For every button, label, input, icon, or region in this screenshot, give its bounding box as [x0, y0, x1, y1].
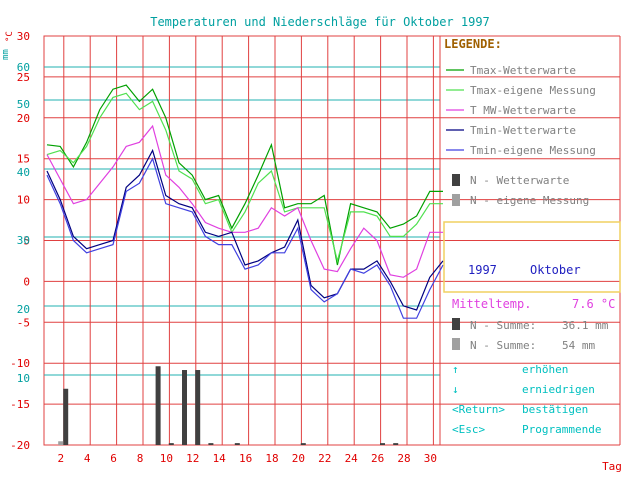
- mean-temp-label: Mitteltemp.: [452, 297, 531, 311]
- year-value: 1997: [468, 263, 497, 277]
- temp-tick-label: 10: [17, 194, 30, 207]
- x-tick-label: 30: [424, 452, 437, 465]
- legend-label: N - eigene Messung: [470, 194, 589, 207]
- temp-tick-label: 0: [23, 275, 30, 288]
- x-tick-label: 2: [57, 452, 64, 465]
- x-tick-label: 8: [137, 452, 144, 465]
- x-tick-label: 22: [318, 452, 331, 465]
- legend-label: T MW-Wetterwarte: [470, 104, 576, 117]
- temp-tick-label: 15: [17, 153, 30, 166]
- help-action: erhöhen: [522, 363, 568, 376]
- help-action: bestätigen: [522, 403, 588, 416]
- x-tick-label: 20: [292, 452, 305, 465]
- temp-unit: °C: [5, 31, 15, 42]
- legend-label: Tmin-Wetterwarte: [470, 124, 576, 137]
- temp-tick-label: -5: [17, 316, 30, 329]
- sum-label-2: N - Summe:: [470, 339, 536, 352]
- month-value: Oktober: [530, 263, 581, 277]
- series-line-tmin-wetterwarte: [46, 148, 444, 311]
- legend-label: Tmin-eigene Messung: [470, 144, 596, 157]
- help-key: ↓: [452, 383, 459, 396]
- x-tick-label: 4: [84, 452, 91, 465]
- sum-value-2: 54 mm: [562, 339, 595, 352]
- bar-n-wetterwarte: [234, 443, 240, 445]
- bar-n-wetterwarte: [300, 443, 306, 445]
- legend-title: LEGENDE:: [444, 37, 502, 51]
- precip-tick-label: 10: [17, 372, 30, 385]
- series-line-tmax-wetterwarte: [46, 84, 443, 266]
- precip-tick-label: 50: [17, 98, 30, 111]
- x-tick-label: 16: [239, 452, 252, 465]
- temp-tick-label: 5: [23, 235, 30, 248]
- bar-n-wetterwarte: [393, 443, 399, 445]
- bar-n-wetterwarte: [182, 370, 187, 445]
- bar-n-wetterwarte: [63, 388, 69, 445]
- help-action: Programmende: [522, 423, 601, 436]
- temp-tick-label: -10: [10, 357, 30, 370]
- x-tick-label: 18: [265, 452, 278, 465]
- series-line-t-mw-wetterwarte: [46, 124, 443, 278]
- mean-temp-value: 7.6 °C: [572, 297, 615, 311]
- bar-n-wetterwarte: [208, 443, 214, 445]
- x-tick-label: 12: [186, 452, 199, 465]
- temp-tick-label: 30: [17, 30, 30, 43]
- series-line-tmax-eigene-messung: [46, 92, 443, 264]
- bar-n-wetterwarte: [155, 366, 161, 445]
- bar-n-wetterwarte: [380, 443, 385, 445]
- x-tick-label: 28: [397, 452, 410, 465]
- precip-unit: mm: [1, 49, 11, 60]
- legend-label: Tmax-eigene Messung: [470, 84, 596, 97]
- x-tick-label: 10: [160, 452, 173, 465]
- precip-tick-label: 40: [17, 166, 30, 179]
- help-action: erniedrigen: [522, 383, 595, 396]
- x-tick-label: 14: [213, 452, 227, 465]
- year-month-box: [443, 221, 621, 293]
- x-tick-label: 6: [110, 452, 117, 465]
- precip-tick-label: 20: [17, 303, 30, 316]
- series-line-tmin-eigene-messung: [46, 157, 444, 319]
- sum-swatch-2: [452, 338, 460, 350]
- legend-swatch-bar: [452, 174, 460, 186]
- sum-value-1: 36.1 mm: [562, 319, 609, 332]
- help-key: ↑: [452, 363, 459, 376]
- help-key: <Return>: [452, 403, 505, 416]
- legend-label: N - Wetterwarte: [470, 174, 569, 187]
- legend-label: Tmax-Wetterwarte: [470, 64, 576, 77]
- help-key: <Esc>: [452, 423, 485, 436]
- chart-title: Temperaturen und Niederschläge für Oktob…: [150, 15, 490, 29]
- x-tick-label: 26: [371, 452, 384, 465]
- bar-n-wetterwarte: [168, 443, 174, 445]
- sum-label-1: N - Summe:: [470, 319, 536, 332]
- bar-n-eigene: [58, 441, 64, 445]
- sum-swatch-1: [452, 318, 460, 330]
- temp-tick-label: 25: [17, 71, 30, 84]
- x-axis-label: Tag: [602, 460, 622, 473]
- precip-tick-label: 30: [17, 234, 30, 247]
- bar-n-wetterwarte: [195, 370, 201, 445]
- temp-tick-label: -20: [10, 439, 30, 452]
- temp-tick-label: -15: [10, 398, 30, 411]
- legend-swatch-bar: [452, 194, 460, 206]
- temp-tick-label: 20: [17, 112, 30, 125]
- x-tick-label: 24: [345, 452, 359, 465]
- precip-tick-label: 60: [17, 61, 30, 74]
